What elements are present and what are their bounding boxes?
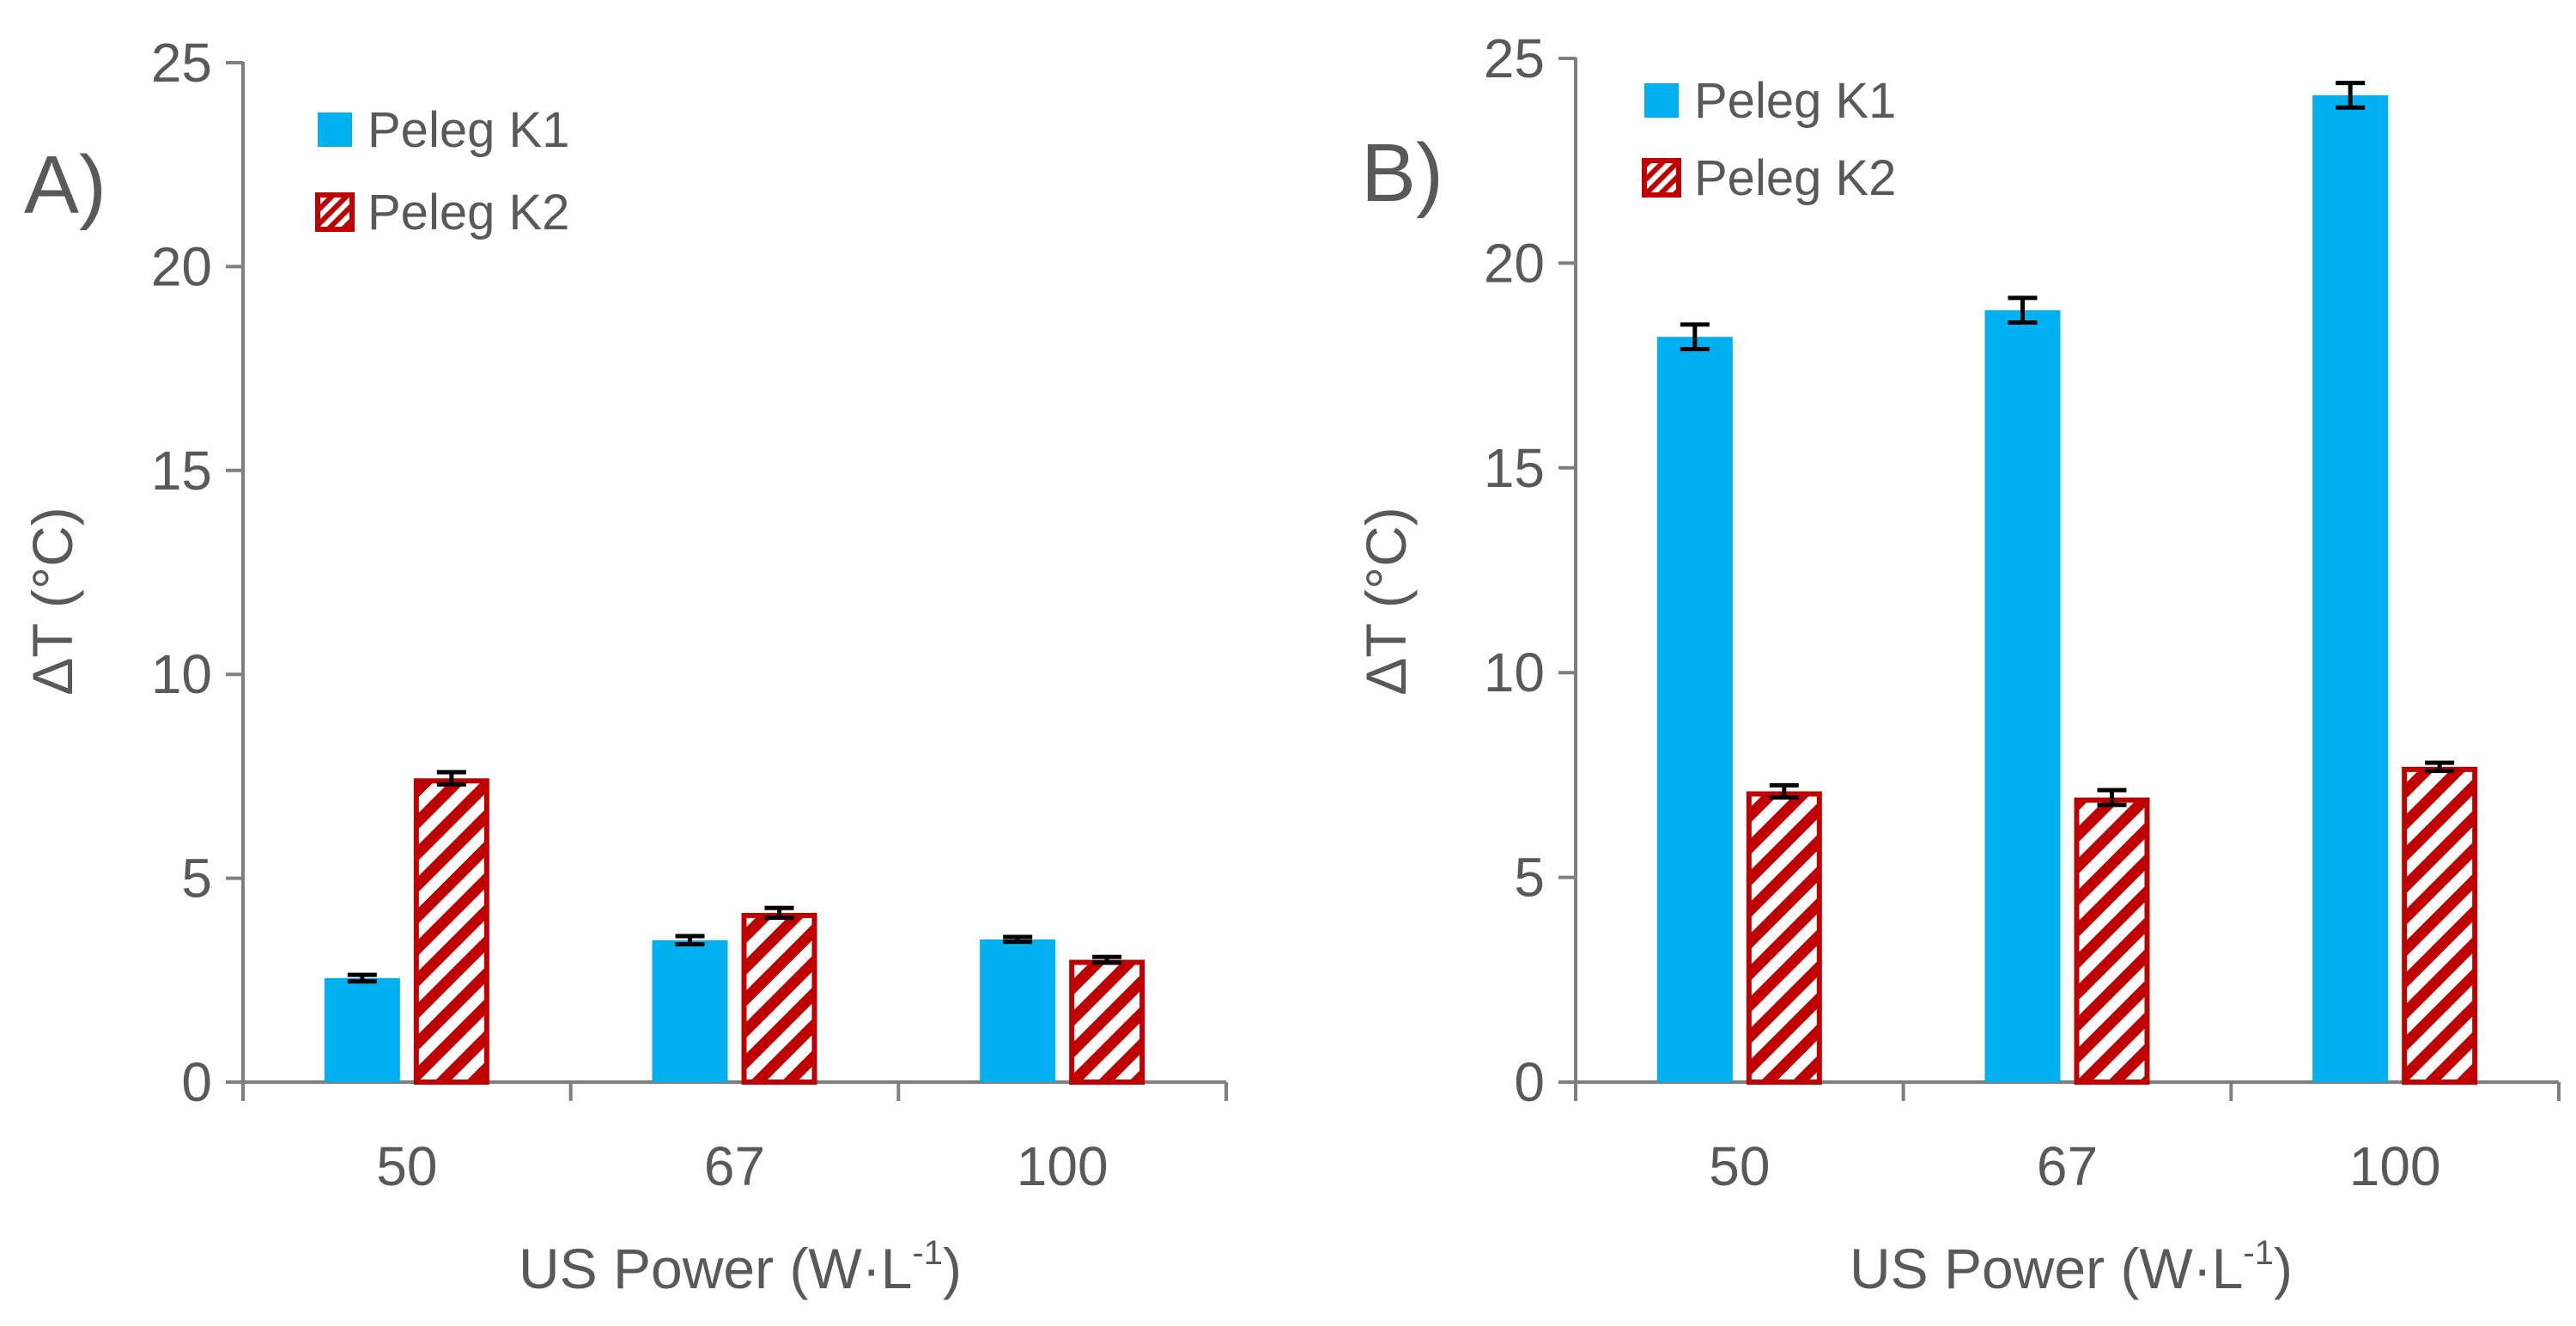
bar-a-s1-2 bbox=[1069, 959, 1145, 1086]
x-tick-label-b-2: 100 bbox=[2349, 1135, 2441, 1197]
chart-panel-b: B) 0 5 10 15 20 25 50 67 100 Peleg K1 Peleg K2 Δ… bbox=[1354, 27, 2561, 1300]
x-tick-label-a-2: 100 bbox=[1017, 1135, 1109, 1197]
legend-label-k1-a: Peleg K1 bbox=[368, 102, 569, 158]
bar-a-s0-1 bbox=[652, 940, 728, 1082]
legend-label-k2-b: Peleg K2 bbox=[1694, 150, 1896, 206]
error-bar-b-s0-1 bbox=[2008, 295, 2038, 325]
x-axis-title-sup-b: -1 bbox=[2243, 1234, 2274, 1272]
error-bar-a-s0-0 bbox=[347, 972, 377, 984]
x-axis-title-main-a: US Power (W·L bbox=[519, 1237, 912, 1300]
y-tick-label-a-4: 20 bbox=[151, 235, 212, 297]
legend-b: Peleg K1 Peleg K2 bbox=[1642, 73, 1896, 206]
legend-swatch-k1-b bbox=[1644, 83, 1679, 118]
legend-label-k1-b: Peleg K1 bbox=[1694, 73, 1896, 129]
bars-a bbox=[324, 769, 1145, 1086]
bars-b bbox=[1656, 81, 2478, 1086]
x-tick-label-b-0: 50 bbox=[1709, 1135, 1770, 1197]
error-bar-a-s0-2 bbox=[1003, 934, 1033, 945]
axes-b: 0 5 10 15 20 25 50 67 100 bbox=[1484, 27, 2561, 1197]
x-tick-label-b-1: 67 bbox=[2037, 1135, 2098, 1197]
error-bar-a-s1-0 bbox=[436, 769, 466, 787]
y-tick-label-a-3: 15 bbox=[151, 440, 212, 502]
y-tick-label-b-1: 5 bbox=[1514, 847, 1545, 909]
bar-b-s0-2 bbox=[2312, 94, 2389, 1083]
bar-a-s0-0 bbox=[324, 977, 400, 1082]
bar-a-s1-0 bbox=[413, 778, 489, 1085]
y-tick-label-b-5: 25 bbox=[1484, 27, 1545, 89]
legend-swatch-k2-b bbox=[1642, 158, 1681, 198]
x-axis-title-a: US Power (W·L-1) bbox=[519, 1234, 962, 1300]
bar-b-s0-1 bbox=[1984, 310, 2061, 1082]
legend-swatch-k2-a bbox=[315, 192, 355, 232]
panel-label-a: A) bbox=[24, 139, 106, 231]
legend-label-k2-a: Peleg K2 bbox=[368, 185, 569, 240]
error-bar-b-s0-0 bbox=[1680, 322, 1710, 352]
x-axis-title-end-a: ) bbox=[943, 1237, 962, 1300]
x-axis-title-main-b: US Power (W·L bbox=[1850, 1237, 2243, 1300]
y-tick-label-a-5: 25 bbox=[151, 32, 212, 94]
y-axis-title-a: ΔT (°C) bbox=[21, 507, 84, 696]
bar-a-s0-2 bbox=[980, 939, 1056, 1082]
error-bar-a-s0-1 bbox=[675, 934, 705, 947]
panel-label-b: B) bbox=[1361, 127, 1443, 219]
x-tick-label-a-0: 50 bbox=[376, 1135, 437, 1197]
y-tick-label-b-4: 20 bbox=[1484, 232, 1545, 294]
error-bar-a-s1-1 bbox=[764, 905, 794, 921]
bar-b-s0-0 bbox=[1656, 337, 1733, 1082]
y-tick-label-a-1: 5 bbox=[181, 848, 212, 909]
y-tick-label-a-2: 10 bbox=[151, 643, 212, 705]
bar-a-s1-1 bbox=[741, 912, 817, 1086]
x-axis-title-end-b: ) bbox=[2274, 1237, 2293, 1300]
x-tick-label-a-1: 67 bbox=[704, 1135, 765, 1197]
y-tick-label-b-2: 10 bbox=[1484, 642, 1545, 703]
y-tick-label-b-3: 15 bbox=[1484, 437, 1545, 499]
y-tick-label-b-0: 0 bbox=[1514, 1051, 1545, 1113]
axes-a: 0 5 10 15 20 25 50 67 100 bbox=[151, 32, 1228, 1197]
y-tick-label-a-0: 0 bbox=[181, 1051, 212, 1113]
legend-a: Peleg K1 Peleg K2 bbox=[315, 102, 569, 240]
bar-b-s1-2 bbox=[2402, 766, 2478, 1085]
error-bar-b-s1-2 bbox=[2425, 760, 2455, 774]
error-bar-a-s1-2 bbox=[1092, 954, 1122, 965]
x-axis-title-b: US Power (W·L-1) bbox=[1850, 1234, 2293, 1300]
error-bar-b-s1-0 bbox=[1769, 782, 1799, 800]
chart-panel-a: A) 0 5 10 15 20 25 50 67 100 Peleg K1 Peleg K2 Δ… bbox=[21, 32, 1228, 1300]
bar-b-s1-0 bbox=[1746, 791, 1822, 1085]
y-axis-title-b: ΔT (°C) bbox=[1354, 507, 1418, 696]
error-bar-b-s1-1 bbox=[2097, 788, 2127, 807]
error-bar-b-s0-2 bbox=[2336, 81, 2366, 110]
bar-b-s1-1 bbox=[2074, 797, 2150, 1086]
legend-swatch-k1-a bbox=[318, 113, 352, 147]
x-axis-title-sup-a: -1 bbox=[912, 1234, 943, 1272]
